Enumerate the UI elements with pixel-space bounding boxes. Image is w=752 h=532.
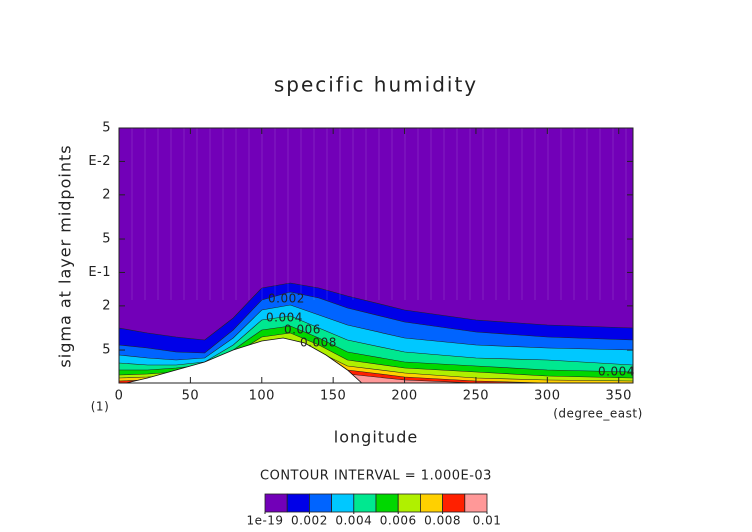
contour-label: 0.008 xyxy=(300,336,337,350)
colorbar-label: 0.006 xyxy=(380,514,417,528)
colorbar-box xyxy=(442,493,466,513)
contour-label: 0.004 xyxy=(598,365,635,379)
colorbar-label: 0.01 xyxy=(473,514,502,528)
colorbar-box xyxy=(464,493,488,513)
x-tick-label: 150 xyxy=(320,389,346,404)
chart-title: specific humidity xyxy=(274,73,478,97)
colorbar-label: 0.008 xyxy=(424,514,461,528)
x-unit: (degree_east) xyxy=(553,407,643,421)
contour-fill xyxy=(119,128,633,383)
x-tick-label: 300 xyxy=(534,389,560,404)
colorbar-label: 1e-19 xyxy=(246,514,283,528)
colorbar-box xyxy=(375,493,399,513)
colorbar-label: 0.002 xyxy=(291,514,328,528)
contour-interval: CONTOUR INTERVAL = 1.000E-03 xyxy=(260,469,492,484)
y-tick-label: 5 xyxy=(102,121,111,136)
y-tick-label: E-1 xyxy=(88,265,111,280)
colorbar-box xyxy=(286,493,310,513)
y-tick-label: 2 xyxy=(102,298,111,313)
x-tick-label: 200 xyxy=(391,389,417,404)
y-unit: (1) xyxy=(91,400,110,414)
x-tick-label: 50 xyxy=(182,389,200,404)
colorbar-box xyxy=(331,493,355,513)
x-tick-label: 350 xyxy=(606,389,632,404)
x-tick-label: 250 xyxy=(463,389,489,404)
contour-label: 0.002 xyxy=(268,292,305,306)
x-axis-label: longitude xyxy=(334,428,418,447)
y-tick-label: E-2 xyxy=(88,154,111,169)
colorbar-box xyxy=(419,493,443,513)
contour-label: 0.004 xyxy=(266,311,303,325)
y-axis-label: sigma at layer midpoints xyxy=(56,144,75,367)
x-tick-label: 0 xyxy=(115,389,124,404)
colorbar-box xyxy=(308,493,332,513)
y-tick-label: 5 xyxy=(102,343,111,358)
terrain xyxy=(126,337,363,383)
x-tick-label: 100 xyxy=(249,389,275,404)
colorbar-label: 0.004 xyxy=(335,514,372,528)
contour-label: 0.006 xyxy=(284,323,321,337)
y-tick-label: 5 xyxy=(102,232,111,247)
colorbar-box xyxy=(353,493,377,513)
colorbar-box xyxy=(264,493,288,513)
y-tick-label: 2 xyxy=(102,187,111,202)
colorbar-box xyxy=(397,493,421,513)
plot-frame xyxy=(118,127,634,384)
